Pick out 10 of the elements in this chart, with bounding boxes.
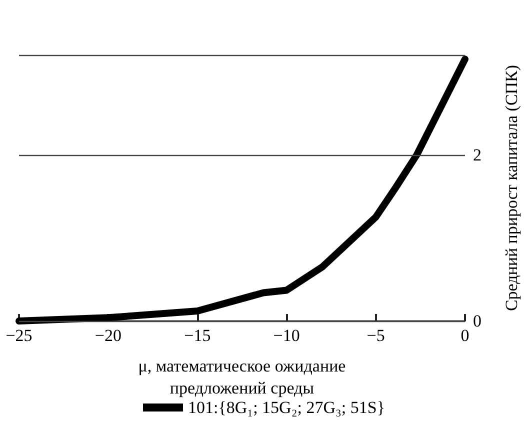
legend-label: 101:{8G₁; 15G₂; 27G₃; 51S} (188, 398, 386, 417)
x-tick-label: −25 (6, 326, 32, 345)
y-axis-title: Средний прирост капитала (СПК) (502, 64, 521, 312)
x-tick-label: 0 (460, 326, 470, 345)
x-tick-label: −5 (366, 326, 385, 345)
x-tick-label: −15 (184, 326, 211, 345)
y-tick-label: 2 (473, 145, 482, 164)
x-axis-title: μ, математическое ожидание предложений среды (138, 356, 346, 398)
x-tick-label: −10 (273, 326, 300, 345)
x-tick-label: −20 (94, 326, 122, 345)
